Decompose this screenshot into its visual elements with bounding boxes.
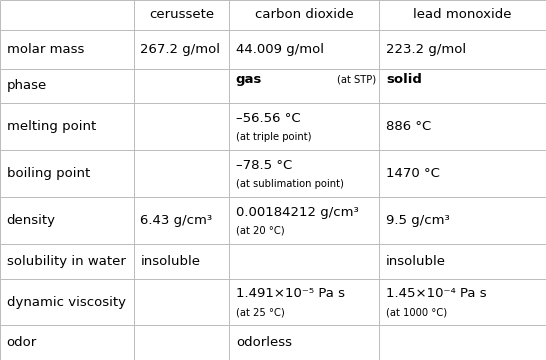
Text: (at STP): (at STP) bbox=[337, 75, 377, 85]
Text: (at 25 °C): (at 25 °C) bbox=[236, 307, 284, 318]
Text: 44.009 g/mol: 44.009 g/mol bbox=[236, 43, 324, 56]
Text: dynamic viscosity: dynamic viscosity bbox=[7, 296, 126, 309]
Text: –78.5 °C: –78.5 °C bbox=[236, 159, 292, 172]
Text: –56.56 °C: –56.56 °C bbox=[236, 112, 300, 125]
Text: boiling point: boiling point bbox=[7, 167, 90, 180]
Text: 1.45×10⁻⁴ Pa s: 1.45×10⁻⁴ Pa s bbox=[386, 287, 486, 300]
Text: 886 °C: 886 °C bbox=[386, 120, 431, 133]
Text: (at 20 °C): (at 20 °C) bbox=[236, 226, 284, 236]
Text: (at sublimation point): (at sublimation point) bbox=[236, 179, 344, 189]
Text: (at triple point): (at triple point) bbox=[236, 132, 311, 142]
Text: 1470 °C: 1470 °C bbox=[386, 167, 440, 180]
Text: odor: odor bbox=[7, 336, 37, 349]
Text: carbon dioxide: carbon dioxide bbox=[255, 9, 354, 22]
Text: 9.5 g/cm³: 9.5 g/cm³ bbox=[386, 214, 450, 227]
Text: 267.2 g/mol: 267.2 g/mol bbox=[140, 43, 221, 56]
Text: (at 1000 °C): (at 1000 °C) bbox=[386, 307, 447, 318]
Text: 1.491×10⁻⁵ Pa s: 1.491×10⁻⁵ Pa s bbox=[236, 287, 345, 300]
Text: solid: solid bbox=[386, 73, 422, 86]
Text: solubility in water: solubility in water bbox=[7, 255, 126, 268]
Text: 0.00184212 g/cm³: 0.00184212 g/cm³ bbox=[236, 206, 359, 219]
Text: lead monoxide: lead monoxide bbox=[413, 9, 512, 22]
Text: 223.2 g/mol: 223.2 g/mol bbox=[386, 43, 466, 56]
Text: 6.43 g/cm³: 6.43 g/cm³ bbox=[140, 214, 212, 227]
Text: molar mass: molar mass bbox=[7, 43, 84, 56]
Text: odorless: odorless bbox=[236, 336, 292, 349]
Text: insoluble: insoluble bbox=[140, 255, 200, 268]
Text: insoluble: insoluble bbox=[386, 255, 446, 268]
Text: melting point: melting point bbox=[7, 120, 96, 133]
Text: density: density bbox=[7, 214, 56, 227]
Text: gas: gas bbox=[236, 73, 262, 86]
Text: cerussete: cerussete bbox=[149, 9, 214, 22]
Text: phase: phase bbox=[7, 79, 47, 93]
